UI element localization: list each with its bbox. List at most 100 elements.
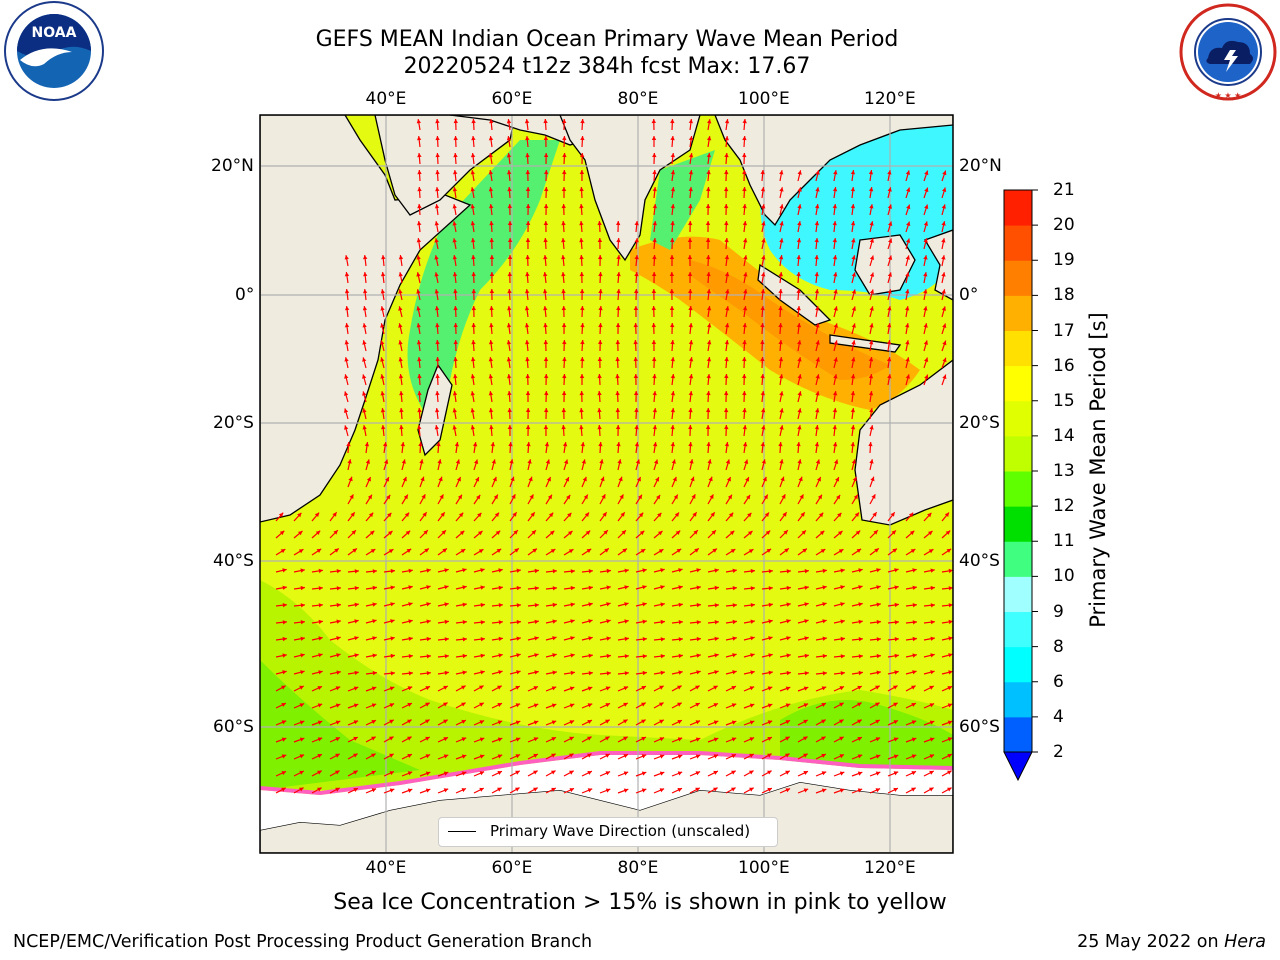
wave-direction-arrowhead bbox=[800, 512, 805, 517]
wave-direction-arrowhead bbox=[724, 221, 729, 226]
wave-direction-arrowhead bbox=[580, 323, 585, 328]
wave-direction-arrowhead bbox=[543, 323, 548, 328]
wave-direction-arrowhead bbox=[742, 204, 747, 209]
wave-direction-arrowhead bbox=[725, 306, 730, 311]
wave-direction-arrowhead bbox=[677, 788, 682, 792]
wave-direction-arrowhead bbox=[579, 170, 585, 174]
wave-direction-arrowhead bbox=[784, 548, 789, 553]
wave-direction-arrowhead bbox=[597, 374, 602, 379]
wave-direction-arrowhead bbox=[930, 620, 935, 625]
wave-direction-arrowhead bbox=[426, 602, 431, 607]
wave-direction-arrowhead bbox=[670, 340, 675, 345]
wave-direction-arrowhead bbox=[472, 442, 478, 447]
wave-direction-arrowhead bbox=[821, 719, 826, 724]
wave-direction-arrowhead bbox=[948, 619, 953, 625]
wave-direction-arrowhead bbox=[498, 670, 503, 675]
wave-direction-arrowhead bbox=[923, 221, 928, 226]
wave-direction-arrowhead bbox=[407, 754, 412, 758]
wave-direction-arrowhead bbox=[516, 670, 521, 675]
wave-direction-arrowhead bbox=[706, 187, 711, 192]
wave-direction-arrowhead bbox=[421, 494, 426, 499]
wave-direction-arrowhead bbox=[742, 153, 747, 158]
wave-direction-arrowhead bbox=[566, 494, 571, 500]
wave-direction-arrowhead bbox=[651, 136, 657, 140]
wave-direction-arrowhead bbox=[851, 238, 856, 243]
wave-direction-arrowhead bbox=[459, 530, 465, 536]
wave-direction-arrowhead bbox=[874, 548, 879, 553]
lon-tick-bottom: 80°E bbox=[617, 858, 659, 878]
wave-direction-arrowhead bbox=[815, 306, 820, 311]
wave-direction-arrowhead bbox=[471, 323, 476, 328]
wave-direction-arrowhead bbox=[850, 221, 856, 226]
wave-direction-arrowhead bbox=[506, 357, 512, 362]
chart-title: GEFS MEAN Indian Ocean Primary Wave Mean… bbox=[315, 27, 899, 52]
wave-direction-arrowhead bbox=[714, 636, 719, 641]
wave-direction-arrowhead bbox=[362, 323, 367, 328]
land-madagascar bbox=[417, 363, 453, 457]
wave-direction-arrowhead bbox=[948, 586, 953, 591]
wave-direction-arrowhead bbox=[317, 686, 322, 690]
wave-direction-arrowhead bbox=[929, 703, 935, 708]
wave-direction-arrowhead bbox=[743, 272, 748, 277]
wave-direction-arrowhead bbox=[947, 703, 953, 708]
wave-direction-arrowhead bbox=[598, 306, 603, 311]
wave-direction-arrowhead bbox=[368, 512, 374, 518]
wave-direction-arrowhead bbox=[354, 619, 359, 624]
wave-direction-arrowhead bbox=[346, 442, 351, 447]
wave-direction-arrowhead bbox=[281, 737, 287, 742]
wave-direction-arrowhead bbox=[471, 238, 476, 243]
wave-direction-arrowhead bbox=[333, 530, 338, 535]
wave-direction-arrowhead bbox=[372, 569, 377, 574]
wave-direction-arrowhead bbox=[670, 425, 675, 430]
wave-direction-arrowhead bbox=[318, 619, 323, 625]
wave-direction-arrowhead bbox=[858, 654, 863, 659]
wave-direction-arrowhead bbox=[887, 272, 892, 277]
wave-direction-arrowhead bbox=[470, 204, 475, 209]
wave-direction-arrowhead bbox=[761, 221, 766, 226]
wave-direction-arrowhead bbox=[660, 654, 665, 659]
wave-direction-arrowhead bbox=[761, 238, 766, 243]
wave-direction-arrowhead bbox=[670, 119, 675, 124]
lat-tick-left: 60°S bbox=[213, 717, 254, 737]
wave-direction-arrowhead bbox=[443, 685, 448, 690]
wave-direction-arrowhead bbox=[551, 720, 557, 725]
wave-direction-arrowhead bbox=[561, 238, 566, 243]
wave-direction-arrowhead bbox=[678, 637, 683, 642]
wave-direction-arrowhead bbox=[745, 477, 749, 482]
wave-direction-arrowhead bbox=[381, 255, 386, 260]
high-period-core bbox=[690, 260, 890, 380]
wave-direction-arrowhead bbox=[615, 425, 621, 429]
wave-direction-arrowhead bbox=[785, 753, 790, 758]
wave-direction-arrowhead bbox=[796, 289, 801, 294]
colorbar-segment bbox=[1004, 646, 1032, 683]
lat-tick-left: 20°S bbox=[213, 413, 254, 433]
wave-direction-arrowhead bbox=[616, 442, 621, 447]
wave-direction-arrowhead bbox=[281, 754, 287, 759]
wave-direction-arrowhead bbox=[887, 204, 892, 209]
wave-direction-arrowhead bbox=[478, 531, 483, 536]
lon-tick-top: 40°E bbox=[365, 89, 407, 109]
wave-direction-arrowhead bbox=[579, 238, 584, 243]
wave-direction-arrowhead bbox=[515, 685, 520, 690]
wave-direction-arrowhead bbox=[948, 636, 953, 641]
wave-direction-arrowhead bbox=[606, 653, 611, 659]
wave-direction-arrowhead bbox=[599, 459, 604, 464]
wave-direction-arrowhead bbox=[655, 477, 659, 482]
land-java bbox=[829, 334, 902, 353]
wave-direction-arrowhead bbox=[891, 530, 896, 535]
wave-direction-arrowhead bbox=[434, 204, 440, 209]
wave-direction-arrowhead bbox=[605, 736, 610, 741]
wave-direction-arrowhead bbox=[336, 619, 341, 624]
wave-direction-arrowhead bbox=[748, 549, 754, 554]
wave-direction-arrowhead bbox=[561, 425, 566, 430]
wave-direction-arrowhead bbox=[912, 568, 917, 573]
wave-direction-arrowhead bbox=[822, 671, 827, 676]
wave-direction-arrowhead bbox=[543, 357, 549, 361]
wave-direction-arrowhead bbox=[492, 476, 497, 482]
wave-direction-arrowhead bbox=[652, 357, 657, 362]
wave-direction-arrowhead bbox=[494, 512, 499, 517]
lat-tick-left: 40°S bbox=[213, 551, 254, 571]
wave-direction-arrowhead bbox=[678, 653, 683, 659]
wave-direction-arrowhead bbox=[651, 289, 657, 293]
wave-direction-arrowhead bbox=[688, 408, 693, 413]
